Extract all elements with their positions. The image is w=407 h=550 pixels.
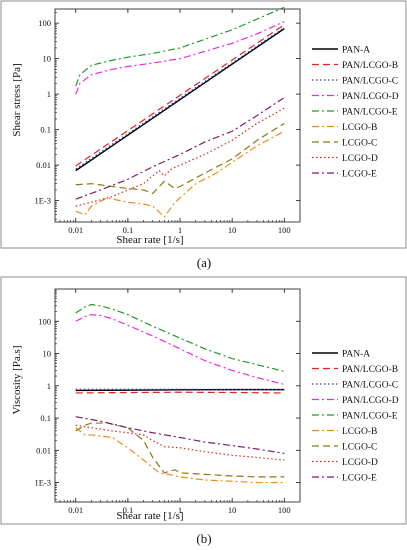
panel-b-y-tick-label: 100 [38, 316, 51, 326]
panel-a-legend-label: LCGO-D [342, 154, 378, 164]
panel-a-series-pan-a [75, 28, 285, 172]
panel-b-series-pan-lcgo-d [75, 314, 285, 386]
panel-b-legend-label: LCGO-D [342, 458, 378, 468]
panel-a-y-tick-label: 1E-3 [34, 196, 51, 206]
panel-a-legend-label: LCGO-E [342, 170, 377, 180]
panel-a-caption: (a) [197, 255, 211, 270]
panel-a-axes-box [54, 8, 301, 223]
panel-a-legend-label: PAN/LCGO-E [342, 108, 398, 118]
panel-a-frame [0, 0, 407, 249]
panel-a-y-tick-label: 100 [38, 18, 51, 28]
panel-a-legend-label: PAN/LCGO-C [342, 77, 398, 87]
panel-a-y-axis-label: Shear stress [Pa] [11, 63, 23, 136]
panel-a-legend-label: LCGO-C [342, 139, 377, 149]
panel-a-series-lcgo-c [75, 122, 285, 195]
panel-b-legend-label: PAN/LCGO-B [342, 365, 398, 375]
panel-a-y-tick-label: 0.1 [40, 125, 51, 135]
panel-a-chart: (a) Shear stress [Pa] Shear rate [1/s] 0… [0, 0, 407, 270]
panel-b-y-tick-label: 1 [47, 381, 51, 391]
panel-b-series-lcgo-b [75, 427, 285, 484]
panel-b-legend-label: PAN/LCGO-C [342, 381, 398, 391]
panel-a-series-pan-lcgo-b [75, 24, 285, 167]
panel-b-y-tick-label: 0.01 [36, 445, 51, 455]
panel-b-series-pan-lcgo-b [75, 391, 285, 394]
panel-a-x-axis-label: Shear rate [1/s] [116, 234, 183, 246]
panel-a-plot-area: 0.01 0.1 1 10 100 1E-3 0.01 0.1 1 10 100 [34, 6, 301, 235]
panel-b-legend-label: LCGO-C [342, 443, 377, 453]
panel-b-legend: PAN-A PAN/LCGO-B PAN/LCGO-C PAN/LCGO-D PAN/L… [312, 350, 399, 484]
panel-a-y-tick-label: 10 [43, 54, 52, 64]
panel-a-x-tick-label: 100 [278, 225, 291, 235]
panel-b-legend-label: LCGO-B [342, 427, 377, 437]
panel-b-series-lcgo-c [75, 422, 285, 478]
panel-a-y-tick-label: 1 [47, 89, 51, 99]
panel-a-series-pan-lcgo-c [75, 27, 285, 170]
panel-b-legend-label: PAN-A [342, 350, 370, 360]
panel-b-y-tick-label: 0.1 [40, 413, 51, 423]
panel-b-x-axis-label: Shear rate [1/s] [116, 510, 183, 522]
panel-a-legend-label: PAN/LCGO-D [342, 92, 399, 102]
panel-a-legend-label: PAN/LCGO-B [342, 61, 398, 71]
panel-a-legend: PAN-A PAN/LCGO-B PAN/LCGO-C PAN/LCGO-D PAN/L… [312, 46, 399, 180]
panel-a-series-pan-lcgo-e [75, 6, 285, 87]
panel-b-y-tick-label: 1E-3 [34, 478, 51, 488]
panel-b-legend-label: LCGO-E [342, 474, 377, 484]
panel-b-x-tick-label: 10 [228, 505, 237, 515]
panel-b-series-pan-lcgo-e [75, 303, 285, 372]
panel-b-frame [0, 276, 407, 525]
panel-b-series-lcgo-e [75, 416, 285, 455]
panel-a-x-tick-label: 10 [228, 225, 237, 235]
panel-b-x-tick-label: 1 [178, 505, 182, 515]
panel-a-legend-label: LCGO-B [342, 123, 377, 133]
panel-b-x-tick-label: 0.1 [123, 505, 134, 515]
panel-b-axes-box [54, 288, 301, 503]
panel-b-legend-label: PAN/LCGO-D [342, 396, 399, 406]
panel-a-y-tick-label: 0.01 [36, 160, 51, 170]
panel-a-x-tick-label: 0.01 [68, 225, 83, 235]
panel-b-plot-area: 0.01 0.1 1 10 100 1E-3 0.01 0.1 1 10 100 [34, 288, 301, 515]
panel-a-x-tick-label: 0.1 [123, 225, 134, 235]
panel-a-x-tick-label: 1 [178, 225, 182, 235]
panel-b-x-tick-label: 100 [278, 505, 291, 515]
panel-b-y-axis-label: Viscosity [Pa.s] [11, 345, 23, 414]
panel-a-series-pan-lcgo-d [75, 21, 285, 95]
panel-b-series-lcgo-d [75, 424, 285, 461]
panel-b-y-tick-label: 10 [43, 349, 52, 359]
panel-b-caption: (b) [196, 531, 211, 546]
panel-b-legend-label: PAN/LCGO-E [342, 412, 398, 422]
panel-a-series-lcgo-e [75, 97, 285, 200]
panel-b-x-tick-label: 0.01 [68, 505, 83, 515]
panel-a-series-lcgo-d [75, 107, 285, 207]
panel-b-chart: (b) Viscosity [Pa.s] Shear rate [1/s] 0.… [0, 276, 407, 546]
panel-a-legend-label: PAN-A [342, 46, 370, 56]
panel-a-series-lcgo-b [75, 130, 285, 218]
